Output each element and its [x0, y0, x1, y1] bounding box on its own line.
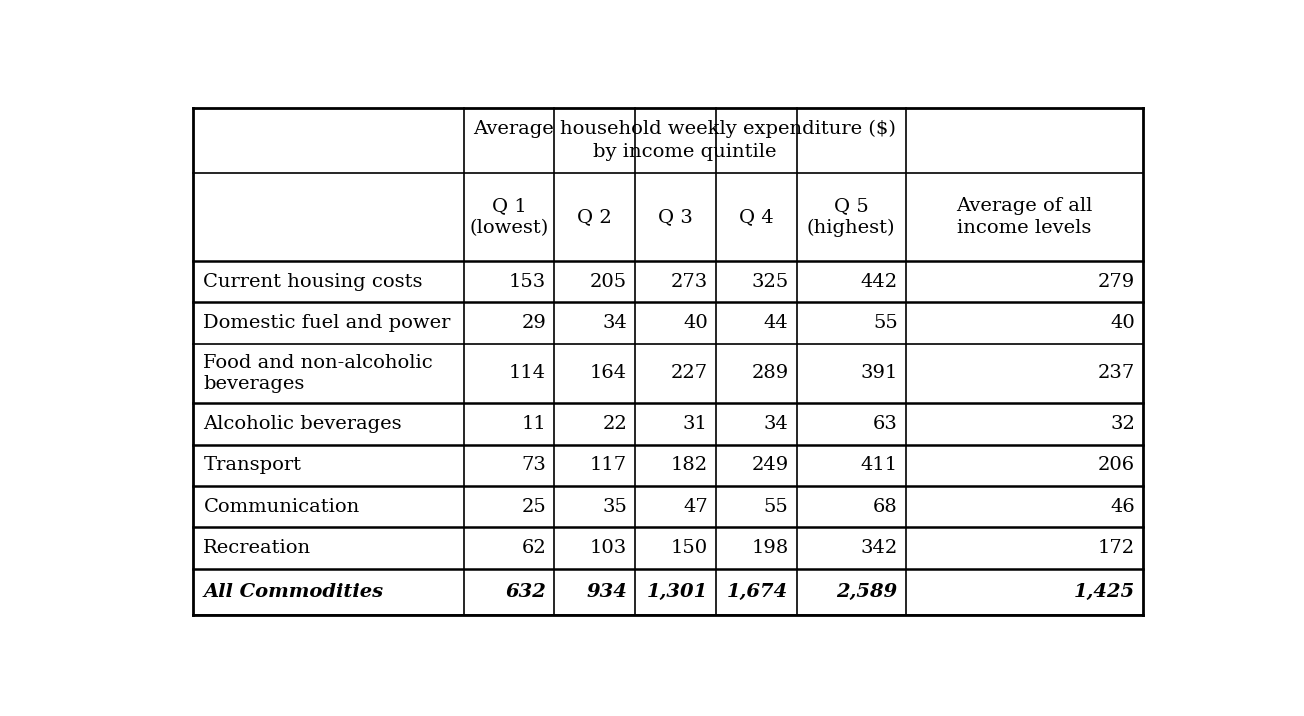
Text: Q 3: Q 3: [659, 208, 692, 226]
Text: 47: 47: [683, 498, 708, 516]
Text: 150: 150: [670, 539, 708, 557]
Text: All Commodities: All Commodities: [203, 583, 383, 601]
Text: 63: 63: [872, 415, 897, 433]
Text: 182: 182: [670, 456, 708, 474]
Text: 44: 44: [764, 314, 789, 332]
Text: 1,425: 1,425: [1074, 583, 1136, 601]
Text: 62: 62: [522, 539, 546, 557]
Text: 342: 342: [861, 539, 897, 557]
Text: 55: 55: [872, 314, 897, 332]
Text: 934: 934: [585, 583, 627, 601]
Text: 11: 11: [522, 415, 546, 433]
Text: 325: 325: [751, 273, 789, 291]
Text: Recreation: Recreation: [203, 539, 312, 557]
Text: 73: 73: [522, 456, 546, 474]
Text: 35: 35: [602, 498, 627, 516]
Text: 172: 172: [1098, 539, 1136, 557]
Text: Average of all
income levels: Average of all income levels: [956, 197, 1093, 237]
Text: 391: 391: [861, 364, 897, 382]
Text: 164: 164: [589, 364, 627, 382]
Text: 249: 249: [751, 456, 789, 474]
Text: 117: 117: [589, 456, 627, 474]
Text: Current housing costs: Current housing costs: [203, 273, 422, 291]
Text: 411: 411: [861, 456, 897, 474]
Text: 273: 273: [670, 273, 708, 291]
Text: 29: 29: [522, 314, 546, 332]
Text: 40: 40: [1111, 314, 1136, 332]
Text: Communication: Communication: [203, 498, 360, 516]
Text: 153: 153: [509, 273, 546, 291]
Text: 206: 206: [1098, 456, 1136, 474]
Text: 31: 31: [683, 415, 708, 433]
Text: Transport: Transport: [203, 456, 301, 474]
Text: Food and non-alcoholic
beverages: Food and non-alcoholic beverages: [203, 354, 433, 393]
Text: Domestic fuel and power: Domestic fuel and power: [203, 314, 451, 332]
Text: 198: 198: [751, 539, 789, 557]
Text: 279: 279: [1098, 273, 1136, 291]
Text: Q 5
(highest): Q 5 (highest): [807, 197, 896, 237]
Text: 114: 114: [509, 364, 546, 382]
Text: Average household weekly expenditure ($)
by income quintile: Average household weekly expenditure ($)…: [473, 120, 896, 162]
Text: 1,301: 1,301: [647, 583, 708, 601]
Text: 22: 22: [602, 415, 627, 433]
Text: 55: 55: [764, 498, 789, 516]
Text: Q 4: Q 4: [739, 208, 773, 226]
Text: 25: 25: [522, 498, 546, 516]
Text: 32: 32: [1110, 415, 1136, 433]
Text: 103: 103: [589, 539, 627, 557]
Text: 2,589: 2,589: [836, 583, 897, 601]
Text: 442: 442: [861, 273, 897, 291]
Text: Q 1
(lowest): Q 1 (lowest): [469, 197, 549, 237]
Text: 227: 227: [670, 364, 708, 382]
Text: 632: 632: [506, 583, 546, 601]
Text: Alcoholic beverages: Alcoholic beverages: [203, 415, 402, 433]
Text: Q 2: Q 2: [578, 208, 612, 226]
Text: 46: 46: [1111, 498, 1136, 516]
Text: 34: 34: [764, 415, 789, 433]
Text: 68: 68: [872, 498, 897, 516]
Text: 289: 289: [751, 364, 789, 382]
Text: 34: 34: [602, 314, 627, 332]
Text: 237: 237: [1098, 364, 1136, 382]
Text: 205: 205: [589, 273, 627, 291]
Text: 40: 40: [683, 314, 708, 332]
Text: 1,674: 1,674: [728, 583, 789, 601]
